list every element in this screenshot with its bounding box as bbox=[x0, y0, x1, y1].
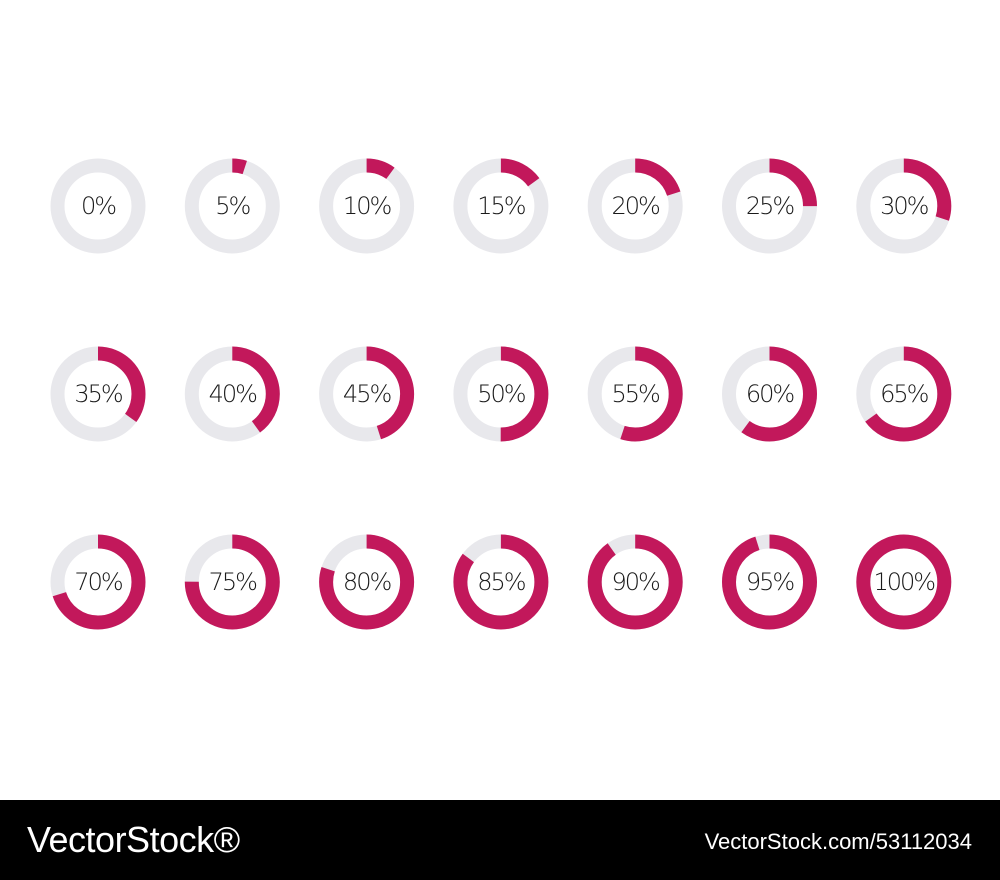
donut-55-percent: 55% bbox=[587, 346, 683, 442]
donut-progress-arc bbox=[856, 158, 952, 254]
donut-label: 20% bbox=[612, 192, 661, 220]
donut-60-percent: 60% bbox=[722, 346, 817, 442]
donut-label: 65% bbox=[880, 380, 929, 408]
donut-progress-arc bbox=[453, 158, 549, 254]
donut-label: 30% bbox=[880, 192, 929, 220]
donut-label: 60% bbox=[746, 380, 795, 408]
image-id-text: VectorStock.com/53112034 bbox=[704, 829, 972, 854]
donut-label: 25% bbox=[746, 192, 795, 220]
donut-label: 10% bbox=[343, 192, 392, 220]
donut-15-percent: 15% bbox=[453, 158, 549, 254]
donut-label: 95% bbox=[746, 568, 795, 596]
donut-90-percent: 90% bbox=[587, 534, 683, 630]
donut-label: 35% bbox=[74, 380, 123, 408]
donut-label: 50% bbox=[477, 380, 526, 408]
donut-progress-arc bbox=[184, 158, 280, 254]
donut-10-percent: 10% bbox=[319, 158, 415, 254]
donut-progress-arc bbox=[856, 346, 952, 442]
brand-logo[interactable]: VectorStock® bbox=[27, 819, 240, 860]
donut-40-percent: 40% bbox=[184, 346, 280, 442]
donut-5-percent: 5% bbox=[184, 158, 280, 254]
donut-25-percent: 25% bbox=[722, 158, 817, 254]
donut-0-percent: 0% bbox=[50, 158, 146, 254]
donut-100-percent: 100% bbox=[856, 534, 952, 630]
donut-progress-arc bbox=[184, 346, 280, 442]
donut-20-percent: 20% bbox=[587, 158, 683, 254]
donut-progress-arc bbox=[587, 534, 683, 630]
donut-30-percent: 30% bbox=[856, 158, 952, 254]
donut-progress-arc bbox=[587, 346, 683, 442]
donut-progress-arc bbox=[453, 534, 549, 630]
donut-progress-arc bbox=[50, 534, 146, 630]
donut-track bbox=[50, 158, 146, 254]
donut-chart-svg: 0% 5% 10% 15% 20% 25% 30% 35% 40% 45% 50% 55% 60% 65%… bbox=[50, 158, 952, 630]
donut-label: 0% bbox=[81, 192, 116, 220]
donut-progress-arc bbox=[319, 158, 415, 254]
donut-progress-arc bbox=[587, 158, 683, 254]
donut-progress-arc bbox=[722, 158, 817, 254]
donut-label: 45% bbox=[343, 380, 392, 408]
donut-progress-arc bbox=[722, 346, 817, 442]
donut-progress-arc bbox=[453, 346, 549, 442]
donut-label: 70% bbox=[74, 568, 123, 596]
footer-bar: VectorStock® VectorStock.com/53112034 bbox=[0, 800, 1000, 880]
donut-label: 80% bbox=[343, 568, 392, 596]
donut-progress-arc bbox=[722, 534, 817, 630]
donut-95-percent: 95% bbox=[722, 534, 817, 630]
donut-progress-arc bbox=[184, 534, 280, 630]
donut-progress-arc bbox=[856, 534, 952, 630]
donut-progress-arc bbox=[319, 534, 415, 630]
donut-label: 85% bbox=[477, 568, 526, 596]
donut-70-percent: 70% bbox=[50, 534, 146, 630]
donut-85-percent: 85% bbox=[453, 534, 549, 630]
donut-label: 40% bbox=[209, 380, 258, 408]
donut-label: 90% bbox=[612, 568, 661, 596]
donut-35-percent: 35% bbox=[50, 346, 146, 442]
donut-label: 100% bbox=[873, 568, 935, 596]
donut-65-percent: 65% bbox=[856, 346, 952, 442]
donut-45-percent: 45% bbox=[319, 346, 415, 442]
donut-50-percent: 50% bbox=[453, 346, 549, 442]
donut-label: 5% bbox=[215, 192, 250, 220]
donut-80-percent: 80% bbox=[319, 534, 415, 630]
donut-progress-arc bbox=[319, 346, 415, 442]
donut-75-percent: 75% bbox=[184, 534, 280, 630]
donut-label: 15% bbox=[477, 192, 526, 220]
donut-label: 75% bbox=[209, 568, 258, 596]
donut-label: 55% bbox=[612, 380, 661, 408]
donut-progress-arc bbox=[50, 346, 146, 442]
donut-chart-grid: 0% 5% 10% 15% 20% 25% 30% 35% 40% 45% 50% 55% 60% 65%… bbox=[50, 158, 952, 630]
